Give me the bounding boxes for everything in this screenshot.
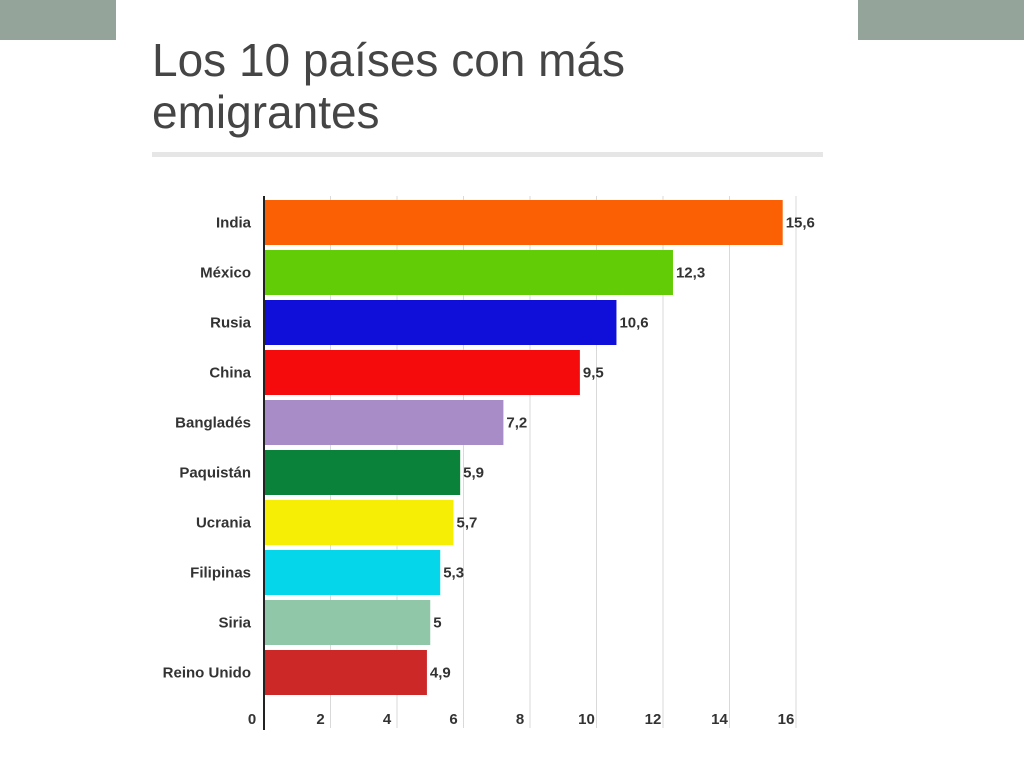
category-label: Ucrania [196,515,252,532]
decorative-bar-right [858,0,1024,40]
data-label: 5 [433,615,441,632]
category-label: Paquistán [179,465,251,482]
bar [264,250,673,295]
data-label: 9,5 [583,365,604,382]
bar [264,350,580,395]
x-tick-label: 12 [645,711,662,728]
bar [264,600,431,645]
bar [264,400,504,445]
bar [264,450,461,495]
x-tick-label: 6 [449,711,457,728]
data-label: 15,6 [786,215,815,232]
x-tick-label: 0 [248,711,256,728]
data-label: 5,7 [457,515,478,532]
category-label: China [209,365,251,382]
bar [264,550,441,595]
category-label: India [216,215,252,232]
data-label: 7,2 [506,415,527,432]
data-label: 4,9 [430,665,451,682]
category-label: Filipinas [190,565,251,582]
bars [264,200,783,695]
category-label: México [200,265,251,282]
decorative-bar-left [0,0,116,40]
category-label: Rusia [210,315,252,332]
x-tick-label: 10 [578,711,595,728]
x-tick-label: 8 [516,711,524,728]
x-tick-label: 4 [383,711,392,728]
title-divider [152,152,823,157]
labels: 0 2 4 6 8 10 12 14 16 India 15,6 México 12,3 Rusia 10,… [163,215,815,729]
data-label: 5,3 [443,565,464,582]
bar [264,650,427,695]
x-tick-label: 16 [778,711,795,728]
category-label: Siria [218,615,251,632]
data-label: 12,3 [676,265,705,282]
x-tick-label: 14 [711,711,728,728]
category-label: Reino Unido [163,665,251,682]
bar [264,200,783,245]
bar [264,300,617,345]
x-tick-label: 2 [316,711,324,728]
chart-title: Los 10 países con más emigrantes [152,34,626,138]
bar [264,500,454,545]
data-label: 5,9 [463,465,484,482]
category-label: Bangladés [175,415,251,432]
data-label: 10,6 [619,315,648,332]
